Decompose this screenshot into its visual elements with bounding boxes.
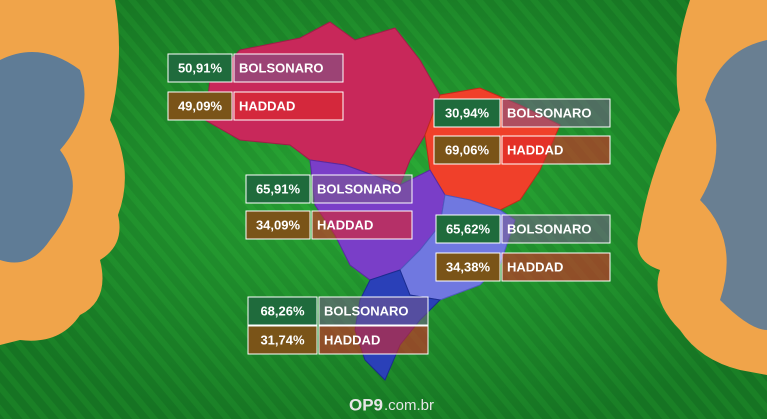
percent-box [247, 296, 318, 326]
candidate: HADDAD [239, 98, 295, 113]
candidate: BOLSONARO [507, 221, 592, 236]
candidate: BOLSONARO [239, 60, 324, 75]
candidate: HADDAD [324, 332, 380, 347]
percent-box [245, 210, 311, 240]
left-portrait-shade [0, 52, 85, 263]
candidate-box [233, 53, 344, 83]
footer-domain: .com.br [384, 397, 434, 414]
percent-box [433, 98, 501, 128]
candidate: BOLSONARO [317, 181, 402, 196]
candidate: HADDAD [507, 142, 563, 157]
candidate-box [501, 252, 611, 282]
candidate-box [318, 296, 429, 326]
labels: 50,91% BOLSONARO 49,09% HADDAD 30,94% BOLSONA… [167, 53, 611, 355]
percent: 69,06% [445, 142, 490, 157]
percent: 30,94% [445, 105, 490, 120]
percent-box [435, 252, 501, 282]
candidate-box [501, 98, 611, 128]
candidate: BOLSONARO [507, 105, 592, 120]
percent-box [167, 53, 233, 83]
candidate-box [501, 214, 611, 244]
candidate-box [311, 210, 413, 240]
percent: 65,62% [446, 221, 491, 236]
percent: 31,74% [260, 332, 305, 347]
percent: 50,91% [178, 60, 223, 75]
candidate-box [233, 91, 344, 121]
percent-box [167, 91, 233, 121]
candidate-box [311, 174, 413, 204]
footer-logo: OP9 [349, 395, 383, 414]
percent-box [247, 325, 318, 355]
percent: 68,26% [260, 303, 305, 318]
percent-box [433, 135, 501, 165]
candidate: HADDAD [507, 259, 563, 274]
right-portrait-shade [700, 40, 767, 330]
percent: 65,91% [256, 181, 301, 196]
percent-box [435, 214, 501, 244]
candidate: BOLSONARO [324, 303, 409, 318]
percent: 34,38% [446, 259, 491, 274]
candidate-box [501, 135, 611, 165]
candidate: HADDAD [317, 217, 373, 232]
percent: 34,09% [256, 217, 301, 232]
candidate-box [318, 325, 429, 355]
percent-box [245, 174, 311, 204]
percent: 49,09% [178, 98, 223, 113]
